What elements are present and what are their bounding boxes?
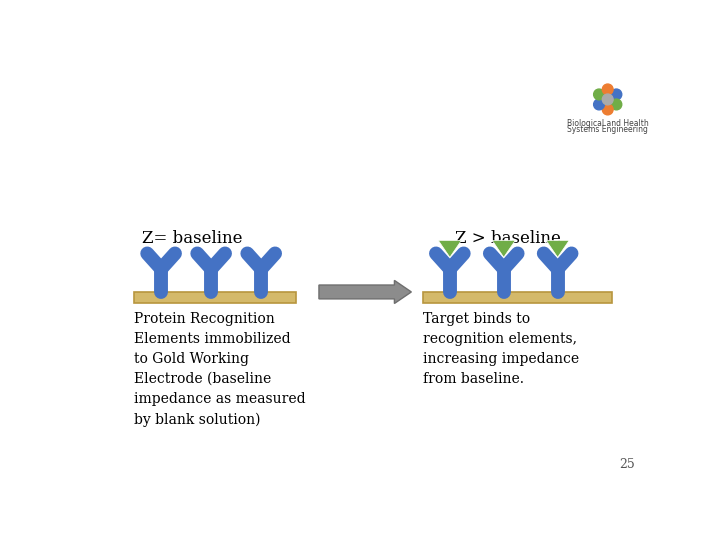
Text: 25: 25 <box>619 458 634 471</box>
Polygon shape <box>438 240 462 257</box>
Text: Protein Recognition
Elements immobilized
to Gold Working
Electrode (baseline
imp: Protein Recognition Elements immobilized… <box>134 312 306 427</box>
Bar <box>134 292 296 303</box>
Text: Systems Engineering: Systems Engineering <box>567 125 648 134</box>
Polygon shape <box>546 240 570 257</box>
Circle shape <box>611 99 622 110</box>
Circle shape <box>603 94 613 105</box>
Circle shape <box>594 89 604 100</box>
Polygon shape <box>492 240 516 257</box>
Circle shape <box>603 104 613 115</box>
FancyArrow shape <box>319 280 411 303</box>
Bar <box>423 292 611 303</box>
Circle shape <box>611 89 622 100</box>
Circle shape <box>594 99 604 110</box>
Text: Z > baseline: Z > baseline <box>454 230 561 247</box>
Circle shape <box>603 84 613 95</box>
Text: Biological and Health: Biological and Health <box>567 119 649 129</box>
Text: Target binds to
recognition elements,
increasing impedance
from baseline.: Target binds to recognition elements, in… <box>423 312 579 386</box>
Text: Z= baseline: Z= baseline <box>142 230 242 247</box>
